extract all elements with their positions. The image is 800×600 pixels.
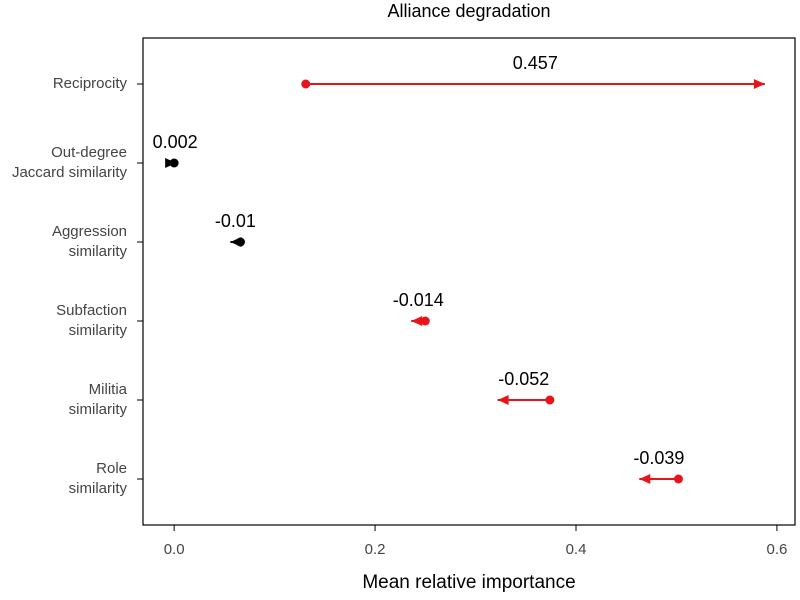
y-tick-label: similarity (69, 243, 128, 260)
arrow-head (411, 316, 423, 326)
x-tick-label: 0.0 (164, 541, 185, 558)
x-tick-label: 0.2 (365, 541, 386, 558)
change-label: 0.002 (153, 132, 198, 152)
start-point (235, 237, 245, 247)
start-point (545, 395, 555, 405)
start-point (169, 158, 179, 168)
change-label: -0.014 (393, 290, 444, 310)
y-tick-label: similarity (69, 401, 128, 418)
x-tick-label: 0.4 (566, 541, 587, 558)
change-label: -0.052 (498, 369, 549, 389)
x-axis-label: Mean relative importance (362, 572, 575, 593)
change-label: -0.039 (633, 448, 684, 468)
y-tick-label: Militia (89, 381, 128, 398)
change-label: -0.01 (215, 211, 256, 231)
y-tick-label: Aggression (52, 223, 127, 240)
y-tick-label: Jaccard similarity (12, 164, 128, 181)
y-tick-label: similarity (69, 480, 128, 497)
start-point (673, 474, 683, 484)
chart-title: Alliance degradation (387, 1, 550, 21)
y-tick-label: Subfaction (56, 302, 127, 319)
start-point (420, 316, 430, 326)
arrow-head (753, 79, 765, 89)
arrow-head (639, 474, 651, 484)
y-tick-label: Role (96, 460, 127, 477)
y-tick-label: Reciprocity (53, 75, 128, 92)
change-label: 0.457 (513, 53, 558, 73)
y-tick-label: Out-degree (51, 144, 127, 161)
x-tick-label: 0.6 (766, 541, 787, 558)
start-point (301, 79, 311, 89)
plot-frame (142, 37, 796, 526)
arrow-head (497, 395, 509, 405)
y-tick-label: similarity (69, 322, 128, 339)
